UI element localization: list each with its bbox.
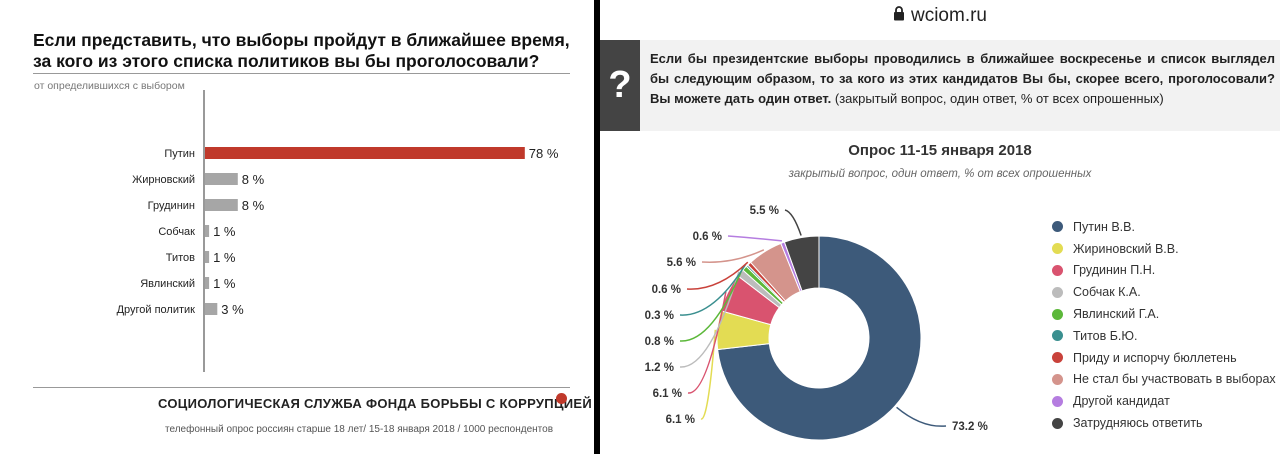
question-note: (закрытый вопрос, один ответ, % от всех … — [831, 91, 1164, 106]
bar — [205, 303, 218, 315]
legend-swatch-icon — [1052, 243, 1063, 255]
bar-category-label: Путин — [164, 148, 195, 160]
donut-slice — [717, 235, 922, 441]
legend-swatch-icon — [1052, 286, 1063, 298]
bar-category-label: Титов — [166, 252, 195, 264]
site-url[interactable]: wciom.ru — [910, 5, 987, 27]
bar — [205, 147, 525, 159]
legend-label: Не стал бы участвовать в выборах — [1073, 372, 1276, 387]
source-footer: СОЦИОЛОГИЧЕСКАЯ СЛУЖБА ФОНДА БОРЬБЫ С КО… — [158, 396, 593, 411]
donut-value-label: 6.1 % — [653, 388, 682, 400]
legend-item: Другой кандидат — [1052, 390, 1276, 412]
donut-leader-line — [700, 329, 717, 420]
bar — [205, 277, 210, 289]
donut-value-label: 5.5 % — [750, 205, 779, 217]
legend-item: Собчак К.А. — [1052, 281, 1276, 303]
left-chart-subtitle: от определившихся с выбором — [34, 80, 185, 92]
donut-value-label: 73.2 % — [952, 421, 988, 433]
donut-leader-line — [896, 406, 947, 427]
donut-leader-line — [727, 235, 783, 242]
donut-value-label: 5.6 % — [667, 257, 696, 269]
donut-legend: Путин В.В. Жириновский В.В. Грудинин П.Н. С… — [1052, 216, 1276, 434]
donut-leader-line — [784, 209, 802, 236]
bar — [205, 199, 238, 211]
browser-address-bar[interactable]: wciom.ru — [600, 0, 1280, 32]
donut-value-label: 1.2 % — [645, 362, 674, 374]
right-panel: wciom.ru ? Если бы президентские выборы … — [600, 0, 1280, 454]
donut-leader-line — [679, 263, 747, 316]
legend-label: Путин В.В. — [1073, 219, 1135, 234]
donut-value-label: 0.8 % — [645, 336, 674, 348]
bar-category-label: Собчак — [158, 226, 195, 238]
legend-swatch-icon — [1052, 330, 1063, 342]
bar-value-label: 78 % — [529, 146, 559, 161]
brand-dot-icon — [556, 393, 567, 404]
question-main: Если бы президентские выборы проводились… — [650, 51, 1275, 106]
legend-swatch-icon — [1052, 417, 1063, 429]
lock-icon — [893, 5, 905, 27]
legend-item: Грудинин П.Н. — [1052, 260, 1276, 282]
bar-category-label: Явлинский — [140, 278, 195, 290]
donut-chart-subtitle: закрытый вопрос, один ответ, % от всех о… — [788, 168, 1092, 180]
bar-value-label: 1 % — [213, 250, 236, 265]
title-divider — [33, 73, 570, 74]
question-mark-icon: ? — [600, 40, 640, 131]
donut-value-label: 0.6 % — [652, 284, 681, 296]
legend-label: Собчак К.А. — [1073, 285, 1141, 300]
legend-label: Приду и испорчу бюллетень — [1073, 350, 1237, 365]
legend-item: Путин В.В. — [1052, 216, 1276, 238]
bar — [205, 173, 238, 185]
donut-leader-line — [687, 291, 727, 394]
bar — [205, 251, 210, 263]
donut-leader-line — [701, 249, 765, 263]
legend-swatch-icon — [1052, 264, 1063, 276]
panel-divider — [594, 0, 600, 454]
bar-value-label: 8 % — [242, 198, 265, 213]
legend-swatch-icon — [1052, 352, 1063, 364]
legend-label: Жириновский В.В. — [1073, 241, 1179, 256]
donut-chart-title: Опрос 11-15 января 2018 — [848, 142, 1032, 159]
legend-label: Другой кандидат — [1073, 394, 1170, 409]
legend-swatch-icon — [1052, 395, 1063, 407]
bar-category-label: Грудинин — [148, 200, 195, 212]
donut-leader-line — [679, 266, 744, 342]
left-panel: Если представить, что выборы пройдут в б… — [0, 0, 594, 454]
legend-swatch-icon — [1052, 308, 1063, 320]
bottom-divider — [33, 387, 570, 388]
legend-item: Затрудняюсь ответить — [1052, 412, 1276, 434]
bar-chart: Путин 78 % Жирновский 8 % Грудинин 8 % Собчак 1… — [117, 90, 559, 372]
legend-label: Титов Б.Ю. — [1073, 328, 1138, 343]
bar — [205, 225, 210, 237]
legend-label: Явлинский Г.А. — [1073, 307, 1160, 322]
question-text: Если бы президентские выборы проводились… — [650, 49, 1275, 109]
legend-swatch-icon — [1052, 373, 1063, 385]
legend-swatch-icon — [1052, 221, 1063, 233]
bar-category-label: Жирновский — [132, 174, 195, 186]
bar-value-label: 1 % — [213, 276, 236, 291]
legend-item: Явлинский Г.А. — [1052, 303, 1276, 325]
legend-item: Титов Б.Ю. — [1052, 325, 1276, 347]
legend-item: Жириновский В.В. — [1052, 238, 1276, 260]
donut-value-label: 0.6 % — [693, 231, 722, 243]
bar-value-label: 3 % — [221, 302, 244, 317]
question-block: ? Если бы президентские выборы проводили… — [600, 40, 1280, 131]
donut-leader-line — [686, 261, 749, 290]
legend-label: Затрудняюсь ответить — [1073, 416, 1203, 431]
legend-item: Приду и испорчу бюллетень — [1052, 347, 1276, 369]
left-chart-title: Если представить, что выборы пройдут в б… — [33, 30, 570, 71]
donut-value-label: 6.1 % — [666, 414, 695, 426]
bar-value-label: 1 % — [213, 224, 236, 239]
legend-label: Грудинин П.Н. — [1073, 263, 1156, 278]
legend-item: Не стал бы участвовать в выборах — [1052, 369, 1276, 391]
donut-slice — [783, 235, 820, 292]
bar-category-label: Другой политик — [117, 304, 196, 316]
donut-value-label: 0.3 % — [645, 310, 674, 322]
survey-note: телефонный опрос россиян старше 18 лет/ … — [165, 424, 554, 435]
bar-value-label: 8 % — [242, 172, 265, 187]
donut-chart: 73.2 % 6.1 % 6.1 % 1.2 % 0.8 % 0.3 % 0.6 % 5.6 … — [645, 205, 988, 441]
